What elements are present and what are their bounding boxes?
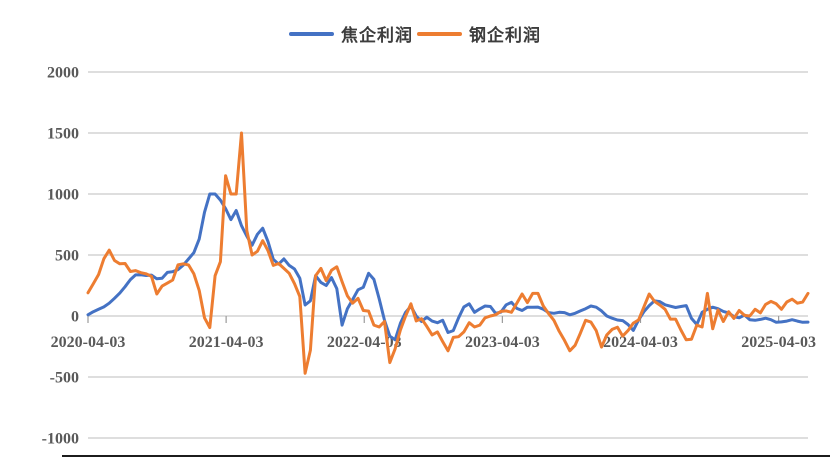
legend-label-steel-profit: 钢企利润 [469,26,541,45]
legend-item-coke-profit: 焦企利润 [289,21,413,46]
x-axis-tick-label: 2023-04-03 [465,334,540,351]
x-axis-tick-label: 2022-04-03 [327,334,402,351]
x-axis-tick-label: 2024-04-03 [603,334,678,351]
x-axis-tick-label: 2021-04-03 [189,334,264,351]
series-line-coke-profit [86,192,810,342]
y-axis-tick-label: 2000 [47,65,79,82]
y-axis-tick-label: 0 [71,309,79,326]
chart-legend: 焦企利润 钢企利润 [0,21,830,46]
x-axis-tick-label: 2020-04-03 [51,334,126,351]
y-axis-tick-label: -1000 [42,431,79,448]
series-line-steel-profit [86,131,810,375]
chart-bottom-border [62,455,830,457]
legend-line-icon-orange [417,31,462,36]
legend-label-coke-profit: 焦企利润 [341,26,413,45]
x-axis-tick-label: 2025-04-03 [741,334,816,351]
y-axis-tick-label: 1000 [47,187,79,204]
y-axis-tick-label: 1500 [47,126,79,143]
y-axis-tick-label: 500 [55,248,79,265]
y-axis-tick-label: -500 [50,370,79,387]
legend-item-steel-profit: 钢企利润 [417,21,541,46]
legend-line-icon-blue [289,31,334,36]
